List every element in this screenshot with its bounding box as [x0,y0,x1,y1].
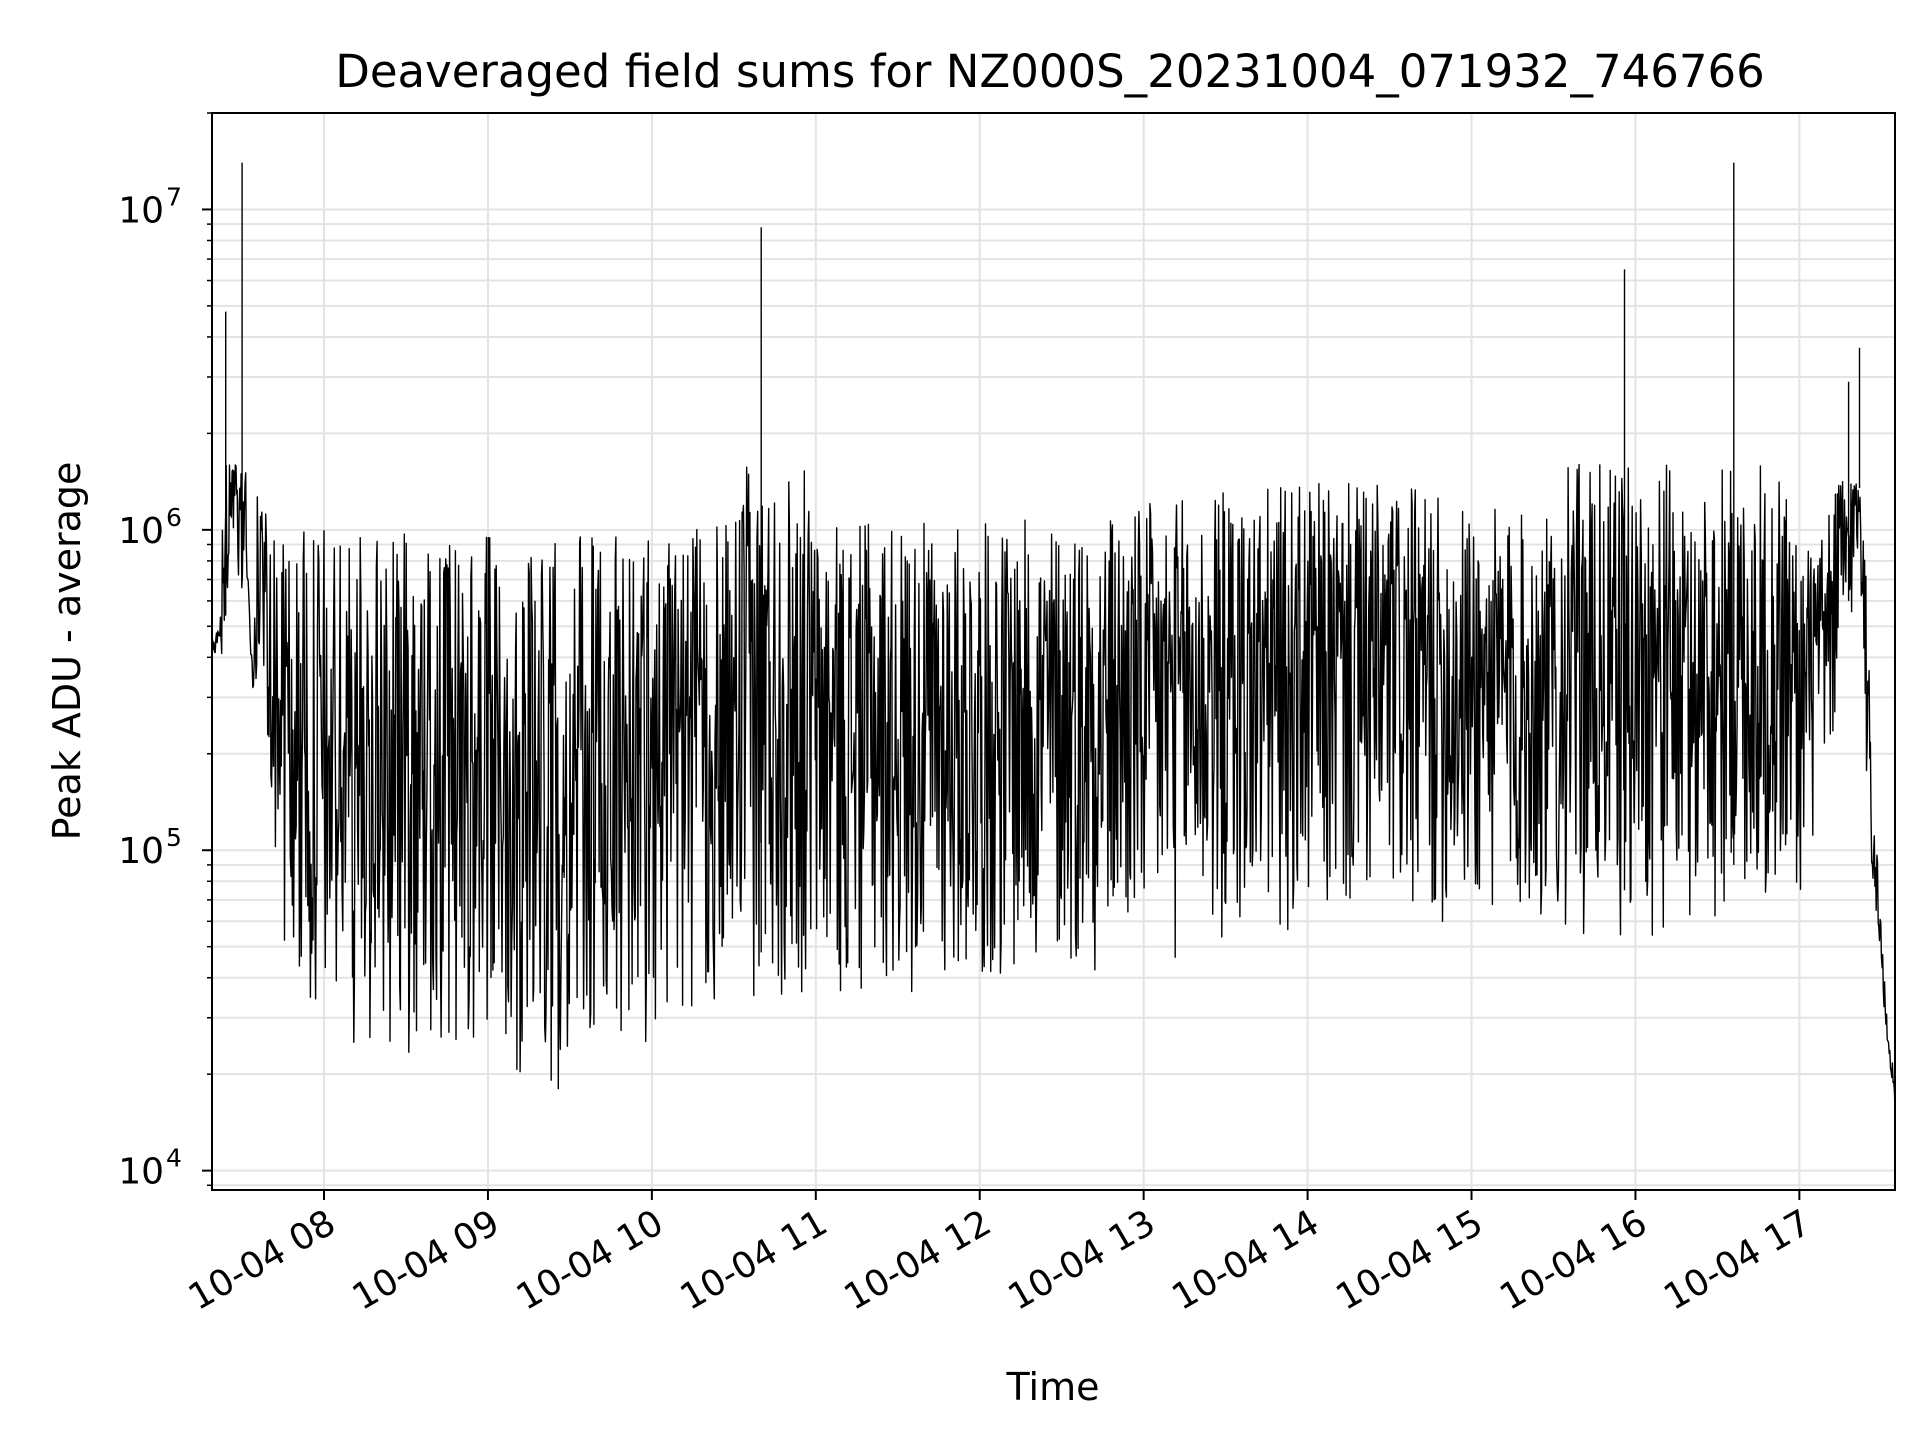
series-line [212,162,1895,1110]
y-tick-exponent: 6 [166,503,182,532]
x-tick-label: 10-04 08 [182,1202,343,1318]
x-tick-label: 10-04 16 [1493,1202,1654,1318]
x-tick-label: 10-04 17 [1657,1202,1818,1318]
y-axis-label: Peak ADU - average [45,462,89,841]
y-tick-label: 10 [118,511,164,552]
x-tick-label: 10-04 13 [1001,1202,1162,1318]
plot-frame [211,112,1896,1191]
x-tick-label: 10-04 15 [1329,1202,1490,1318]
y-tick-exponent: 4 [166,1144,182,1173]
y-tick-label: 10 [118,190,164,231]
x-tick-label: 10-04 09 [346,1202,507,1318]
chart-title: Deaveraged field sums for NZ000S_2023100… [335,45,1765,98]
x-axis-label: Time [1006,1365,1100,1409]
y-tick-exponent: 7 [166,182,182,211]
y-tick-label: 10 [118,831,164,872]
x-tick-label: 10-04 11 [674,1202,835,1318]
x-tick-label: 10-04 14 [1165,1202,1326,1318]
y-tick-exponent: 5 [166,823,182,852]
y-tick-label: 10 [118,1152,164,1193]
x-tick-label: 10-04 12 [838,1202,999,1318]
x-axis: 10-04 08 10-04 09 10-04 10 10-04 11 10-04 12… [182,1190,1818,1319]
x-tick-label: 10-04 10 [510,1202,671,1318]
